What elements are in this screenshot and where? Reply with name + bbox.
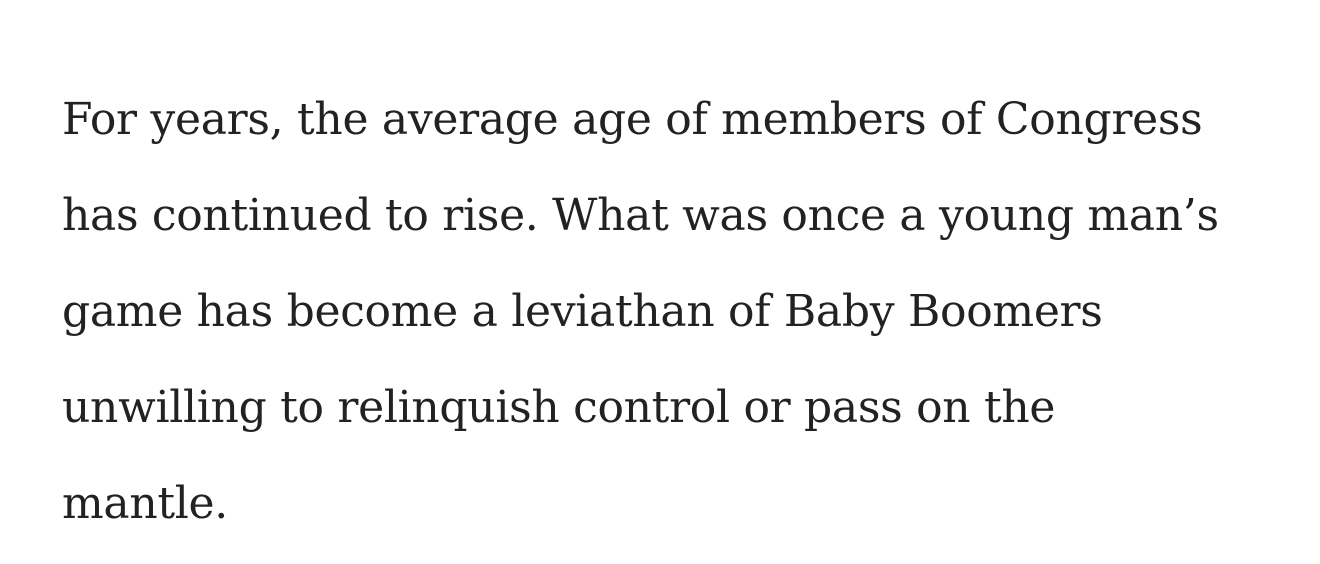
paragraph-line: has continued to rise. What was once a y… [62, 190, 1219, 241]
paragraph-line: For years, the average age of members of… [62, 94, 1203, 145]
article-paragraph: For years, the average age of members of… [62, 84, 1219, 564]
paragraph-line: mantle. [62, 478, 228, 529]
paragraph-line: unwilling to relinquish control or pass … [62, 382, 1056, 433]
paragraph-line: game has become a leviathan of Baby Boom… [62, 286, 1103, 337]
